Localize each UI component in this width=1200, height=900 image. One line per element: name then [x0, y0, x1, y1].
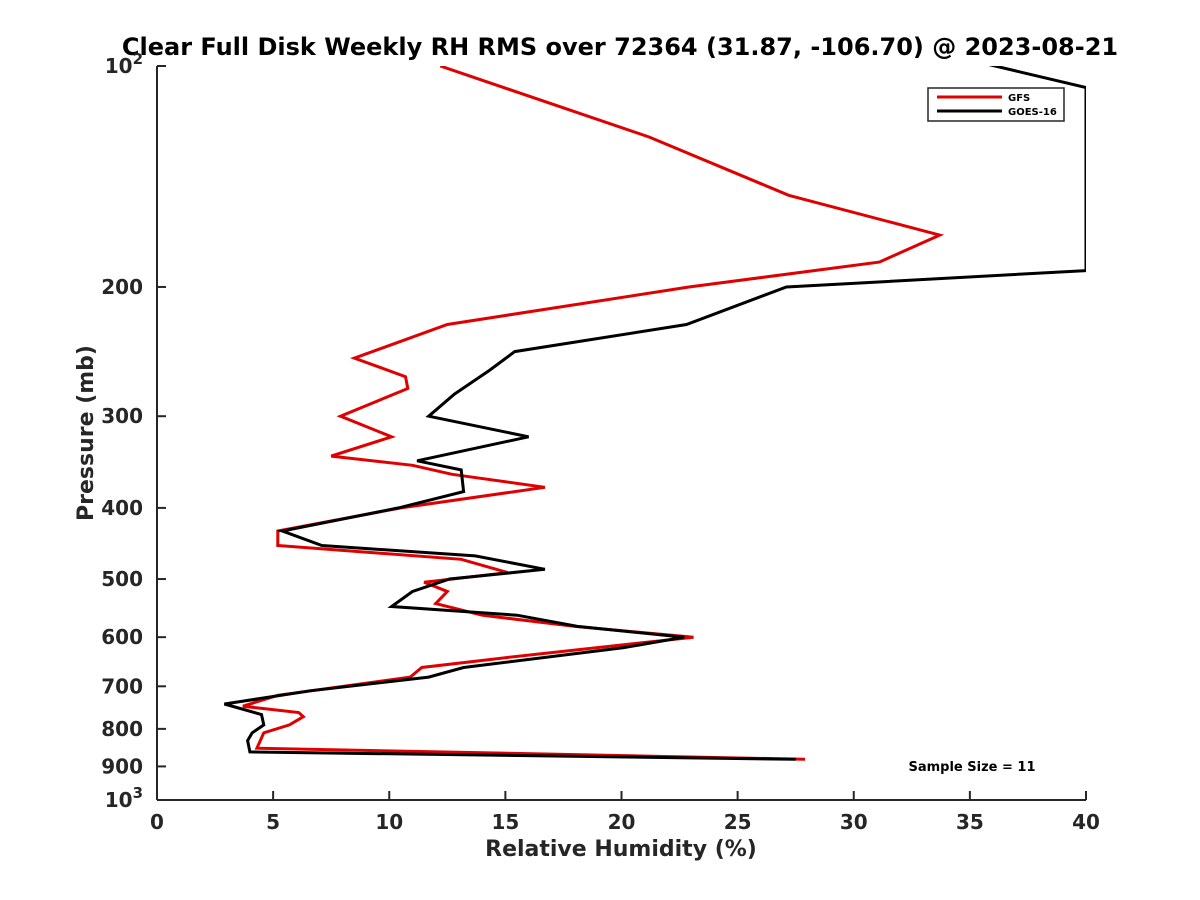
chart-title: Clear Full Disk Weekly RH RMS over 72364… — [122, 33, 1118, 61]
y-tick-label: 500 — [101, 567, 143, 591]
y-tick-label: 300 — [101, 404, 143, 428]
y-axis-label: Pressure (mb) — [74, 345, 99, 521]
series-line-goes-16 — [223, 66, 1086, 761]
legend-box — [927, 87, 1065, 122]
axes — [156, 66, 1086, 801]
y-tick-label: 400 — [101, 496, 143, 520]
x-tick-label: 10 — [375, 810, 403, 834]
y-tick-label: 800 — [101, 717, 143, 741]
y-tick-label: 103 — [105, 784, 143, 812]
legend-label: GOES-16 — [1008, 107, 1057, 118]
x-tick-label: 35 — [956, 810, 984, 834]
y-tick-label: 700 — [101, 674, 143, 698]
sample-size-annotation: Sample Size = 11 — [908, 760, 1035, 775]
legend-label: GFS — [1008, 93, 1030, 104]
x-tick-label: 20 — [608, 810, 636, 834]
x-tick-label: 15 — [491, 810, 519, 834]
y-tick-label: 900 — [101, 754, 143, 778]
x-axis-label: Relative Humidity (%) — [485, 837, 757, 862]
x-tick-label: 30 — [840, 810, 868, 834]
x-tick-label: 40 — [1072, 810, 1100, 834]
tick-labels: 0 5 10 15 20 25 30 35 40 102 200 300 400 500 600 700 800… — [101, 50, 1100, 834]
x-tick-label: 25 — [724, 810, 752, 834]
y-tick-label: 600 — [101, 625, 143, 649]
legend: GFS GOES-16 — [927, 87, 1065, 122]
x-tick-label: 5 — [266, 810, 280, 834]
y-tick-label: 102 — [105, 50, 143, 78]
tick-marks — [156, 65, 1087, 801]
series-line-gfs — [242, 66, 945, 761]
plot-lines — [223, 66, 1086, 761]
y-tick-label: 200 — [101, 275, 143, 299]
x-tick-label: 0 — [150, 810, 164, 834]
